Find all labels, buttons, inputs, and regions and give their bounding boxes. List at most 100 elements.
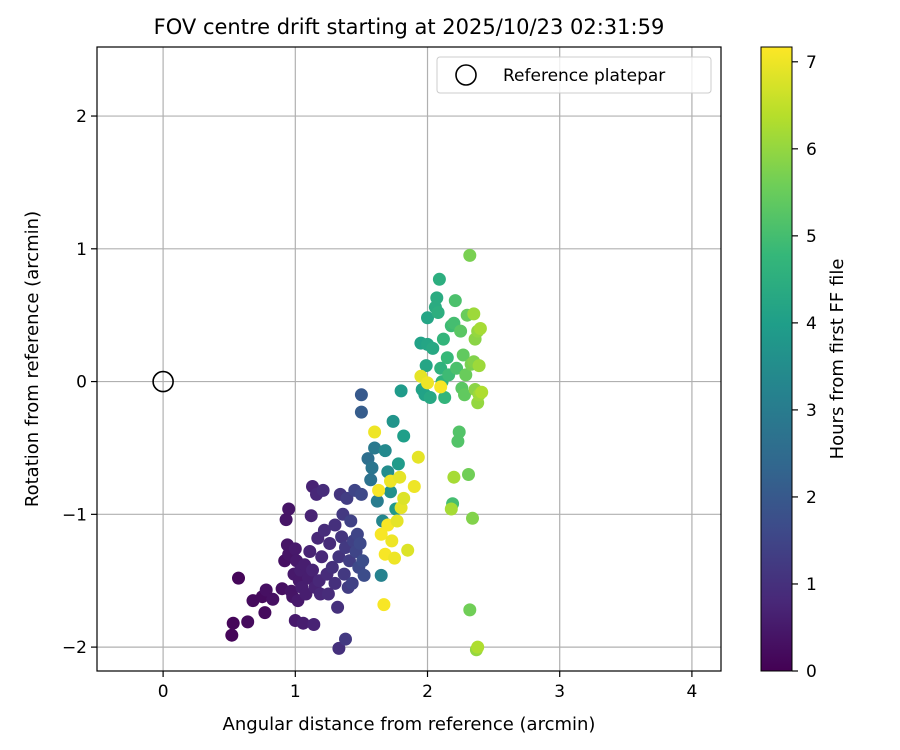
data-point — [288, 542, 302, 556]
data-point — [331, 600, 345, 614]
y-tick-label: −2 — [62, 638, 87, 658]
data-point — [384, 485, 397, 499]
data-point — [378, 444, 392, 458]
data-point — [447, 470, 461, 484]
data-point — [343, 554, 356, 568]
y-axis-ticks: −2 −1 0 1 2 — [62, 107, 97, 658]
x-tick-label: 0 — [158, 682, 169, 702]
data-point — [296, 616, 310, 630]
data-point — [411, 450, 425, 464]
data-point — [473, 322, 487, 335]
x-axis-ticks: 0 1 2 3 4 — [158, 671, 697, 702]
data-point — [259, 583, 273, 597]
legend: Reference platepar — [436, 56, 712, 94]
data-point — [421, 376, 434, 390]
data-point — [459, 368, 473, 382]
data-point — [463, 603, 477, 617]
data-point — [426, 341, 440, 355]
data-point — [332, 641, 346, 655]
data-point — [456, 348, 470, 362]
data-point — [332, 550, 346, 564]
legend-box — [436, 56, 712, 94]
colorbar-ticks: 0 1 2 3 4 5 6 7 — [792, 53, 817, 682]
data-point — [354, 487, 368, 501]
data-point — [232, 571, 245, 585]
data-point — [372, 483, 386, 497]
colorbar-tick-label: 0 — [806, 662, 817, 682]
colorbar-tick-label: 1 — [806, 575, 817, 595]
data-point — [307, 618, 321, 631]
data-point — [266, 592, 280, 606]
data-point — [419, 359, 433, 373]
data-point — [432, 272, 446, 286]
y-tick-label: 2 — [76, 107, 87, 127]
data-point — [407, 480, 421, 493]
data-point — [335, 530, 349, 544]
data-point — [436, 332, 450, 346]
data-point — [304, 509, 318, 523]
data-point — [282, 502, 296, 516]
data-point — [438, 391, 452, 404]
data-point — [401, 543, 415, 557]
data-point — [299, 587, 313, 601]
data-point — [303, 545, 317, 558]
y-tick-label: 1 — [76, 240, 87, 260]
data-point — [325, 560, 339, 574]
data-point — [386, 414, 400, 428]
data-point — [423, 391, 437, 404]
data-point — [394, 384, 408, 398]
x-tick-label: 3 — [554, 682, 565, 702]
data-point — [388, 551, 401, 565]
x-tick-label: 2 — [422, 682, 433, 702]
data-point — [279, 513, 293, 527]
data-point — [353, 537, 367, 550]
data-point — [377, 598, 391, 612]
data-point — [340, 491, 354, 505]
data-point — [306, 563, 319, 577]
data-point — [339, 632, 352, 646]
y-tick-label: −1 — [62, 505, 87, 525]
data-point — [390, 514, 404, 528]
colorbar-tick-label: 7 — [806, 53, 817, 73]
data-point — [315, 550, 329, 564]
data-point — [241, 615, 255, 629]
chart-title: FOV centre drift starting at 2025/10/23 … — [154, 15, 665, 39]
data-point — [323, 537, 337, 550]
data-point — [337, 567, 351, 581]
data-point — [328, 576, 342, 590]
data-point — [471, 640, 485, 654]
colorbar-tick-label: 4 — [806, 314, 817, 334]
data-point — [434, 380, 448, 394]
data-point — [354, 405, 368, 419]
data-point — [472, 359, 486, 373]
colorbar-tick-label: 5 — [806, 227, 817, 247]
data-point — [463, 248, 477, 262]
data-point — [317, 523, 331, 537]
data-point — [454, 324, 468, 338]
grid-lines — [97, 47, 721, 671]
legend-label: Reference platepar — [503, 66, 665, 86]
data-point — [444, 502, 458, 516]
data-point — [357, 568, 371, 582]
y-tick-label: 0 — [76, 373, 87, 393]
reference-platepar-marker — [152, 370, 174, 393]
data-point — [368, 441, 382, 455]
x-tick-label: 1 — [290, 682, 301, 702]
data-point — [225, 628, 239, 642]
colorbar-tick-label: 2 — [806, 488, 817, 508]
data-point — [430, 291, 444, 305]
colorbar-label: Hours from first FF file — [827, 259, 848, 460]
data-point — [370, 494, 384, 508]
colorbar-fill — [760, 46, 793, 672]
data-point — [467, 307, 481, 321]
data-point — [365, 461, 379, 475]
data-point — [374, 568, 388, 582]
x-axis-label: Angular distance from reference (arcmin) — [223, 714, 596, 735]
colorbar: 0 1 2 3 4 5 6 7 Hours from first FF file — [760, 46, 848, 682]
data-point — [226, 616, 240, 630]
data-point — [328, 518, 342, 532]
data-point — [421, 311, 434, 325]
data-point — [321, 587, 335, 601]
data-point — [391, 457, 405, 471]
